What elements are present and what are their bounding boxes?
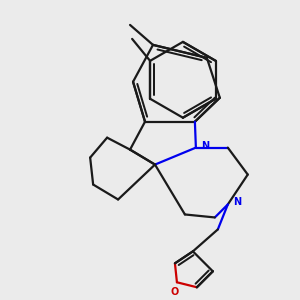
- Text: O: O: [171, 287, 179, 297]
- Text: N: N: [201, 141, 209, 151]
- Text: N: N: [233, 197, 241, 208]
